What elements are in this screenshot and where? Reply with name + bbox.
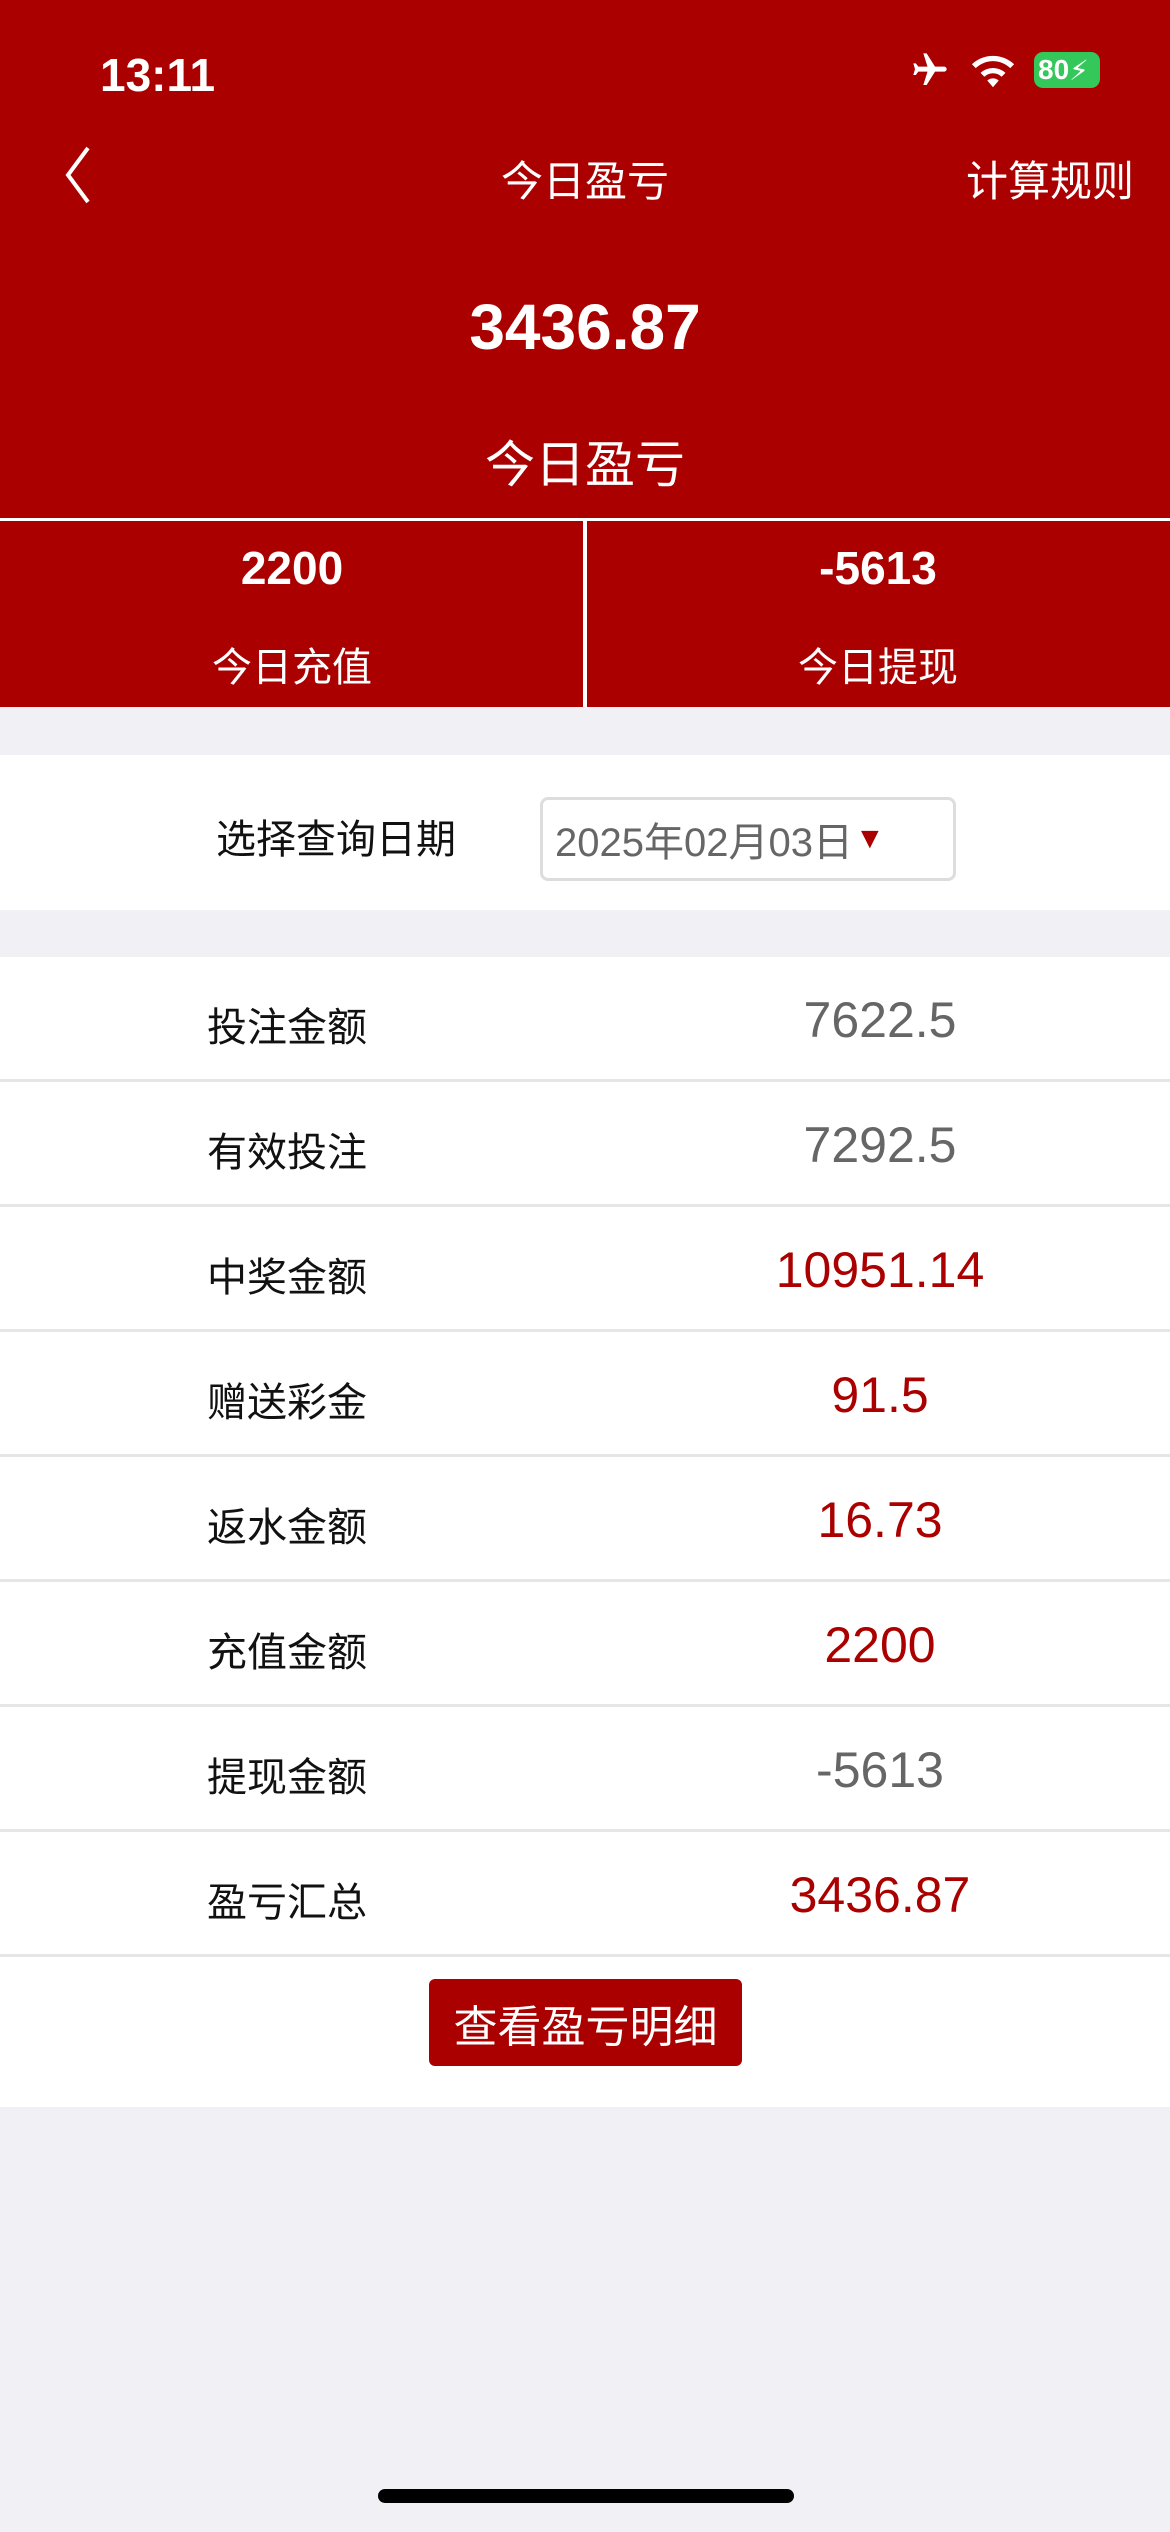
recharge-label: 今日充值 <box>212 646 372 690</box>
status-icons: 80 ⚡ <box>908 50 1100 90</box>
list-item: 充值金额 2200 <box>0 1582 1170 1707</box>
date-value: 2025年02月03日 <box>555 821 853 865</box>
row-value: 91.5 <box>831 1367 929 1423</box>
battery-level: 80 <box>1038 54 1070 85</box>
wifi-icon <box>971 55 1015 88</box>
row-value: 7622.5 <box>803 992 957 1048</box>
row-value: 16.73 <box>817 1492 943 1548</box>
date-query-row: 选择查询日期 2025年02月03日 ▼ <box>0 755 1170 910</box>
recharge-value: 2200 <box>240 542 344 594</box>
row-value: 3436.87 <box>789 1867 971 1923</box>
list-item: 返水金额 16.73 <box>0 1457 1170 1582</box>
list-item: 投注金额 7622.5 <box>0 957 1170 1082</box>
summary-list: 投注金额 7622.5 有效投注 7292.5 中奖金额 10951.14 赠送彩金 91.5… <box>0 957 1170 2107</box>
row-value: 2200 <box>824 1617 936 1673</box>
row-label: 提现金额 <box>207 1756 367 1800</box>
date-label: 选择查询日期 <box>216 818 456 862</box>
divider <box>583 521 587 707</box>
row-value: 10951.14 <box>775 1242 985 1298</box>
today-profit-label: 今日盈亏 <box>485 437 685 493</box>
button-area: 查看盈亏明细 <box>0 1957 1170 2107</box>
withdraw-label: 今日提现 <box>798 646 958 690</box>
dropdown-arrow-icon: ▼ <box>854 822 885 855</box>
row-label: 充值金额 <box>207 1631 367 1675</box>
calculation-rules-button[interactable]: 计算规则 <box>965 158 1134 205</box>
divider <box>0 518 1170 521</box>
row-label: 中奖金额 <box>207 1256 367 1300</box>
today-profit-value: 3436.87 <box>469 291 701 363</box>
chevron-left-icon[interactable] <box>60 140 120 210</box>
airplane-icon <box>913 53 947 85</box>
home-indicator[interactable] <box>378 2489 794 2503</box>
withdraw-value: -5613 <box>819 542 937 594</box>
list-item: 赠送彩金 91.5 <box>0 1332 1170 1457</box>
row-label: 投注金额 <box>207 1006 367 1050</box>
list-item: 盈亏汇总 3436.87 <box>0 1832 1170 1957</box>
date-select[interactable]: 2025年02月03日 ▼ <box>540 797 956 881</box>
battery-charging-icon: 80 ⚡ <box>1034 52 1100 88</box>
row-label: 赠送彩金 <box>207 1381 367 1425</box>
row-label: 返水金额 <box>207 1506 367 1550</box>
list-item: 有效投注 7292.5 <box>0 1082 1170 1207</box>
row-value: -5613 <box>816 1742 944 1798</box>
header: 13:11 80 ⚡ 今日盈亏 计算规则 3436.87 今日盈亏 2200 今日… <box>0 0 1170 707</box>
row-label: 有效投注 <box>207 1131 367 1175</box>
today-recharge: 2200 今日充值 <box>0 521 584 707</box>
view-profit-details-button[interactable]: 查看盈亏明细 <box>429 1979 742 2066</box>
status-time: 13:11 <box>100 49 216 101</box>
row-label: 盈亏汇总 <box>207 1881 367 1925</box>
list-item: 中奖金额 10951.14 <box>0 1207 1170 1332</box>
list-item: 提现金额 -5613 <box>0 1707 1170 1832</box>
row-value: 7292.5 <box>803 1117 957 1173</box>
today-withdraw: -5613 今日提现 <box>586 521 1170 707</box>
page-title: 今日盈亏 <box>500 158 669 205</box>
